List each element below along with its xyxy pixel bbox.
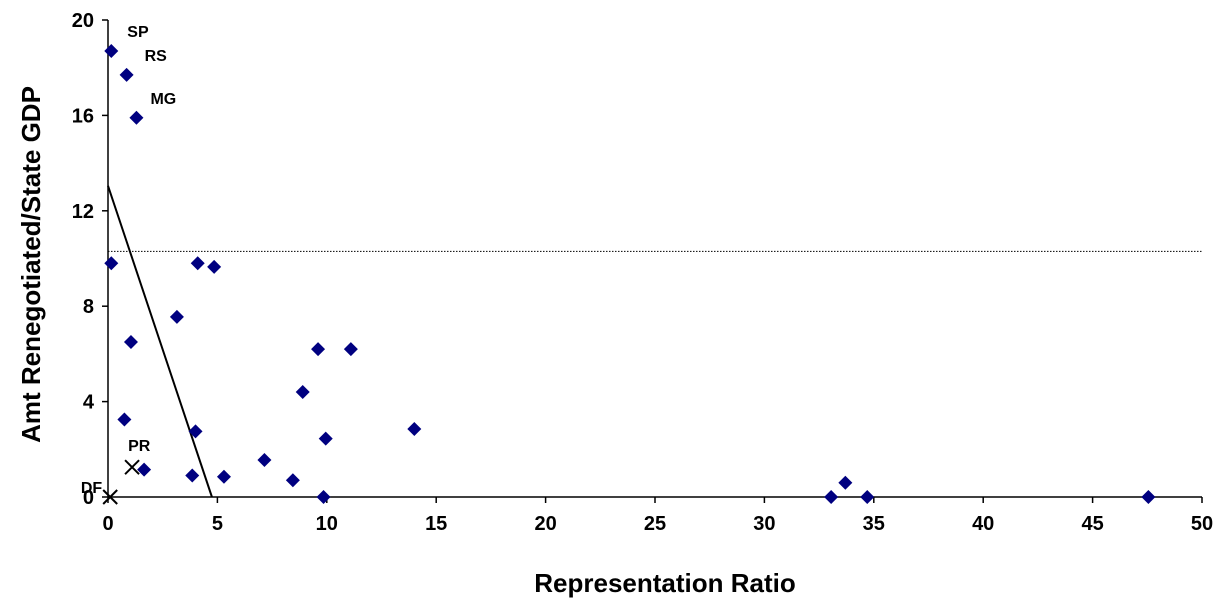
y-tick-label: 16 (72, 105, 94, 127)
data-point-diamond (295, 385, 310, 400)
data-point-diamond (119, 67, 134, 82)
data-point-diamond (257, 453, 272, 468)
point-label: MG (150, 91, 176, 108)
x-tick-label: 35 (863, 513, 885, 535)
data-point-diamond (185, 468, 200, 483)
y-axis-title: Amt Renegotiated/State GDP (16, 86, 46, 443)
point-label: PR (128, 438, 151, 455)
x-tick-label: 25 (644, 513, 666, 535)
data-point-diamond (407, 422, 422, 437)
x-tick-label: 0 (102, 513, 113, 535)
y-tick-label: 4 (83, 392, 95, 414)
data-point-diamond (824, 490, 839, 504)
data-point-diamond (216, 469, 231, 484)
data-point-diamond (838, 475, 853, 490)
x-tick-label: 20 (534, 513, 556, 535)
data-point-diamond (1141, 490, 1156, 504)
data-points (102, 44, 1156, 505)
data-point-diamond (318, 431, 333, 446)
y-tick-label: 20 (72, 10, 94, 32)
x-tick-label: 10 (316, 513, 338, 535)
y-tick-label: 0 (83, 487, 94, 509)
data-point-diamond (860, 490, 875, 504)
data-point-diamond (104, 44, 119, 59)
data-point-cross (102, 489, 118, 505)
data-point-diamond (285, 473, 300, 488)
data-point-diamond (104, 256, 119, 271)
y-tick-label: 12 (72, 201, 94, 223)
data-point-diamond (343, 342, 358, 357)
point-label: SP (127, 24, 149, 41)
data-point-diamond (207, 259, 222, 274)
data-point-diamond (311, 342, 326, 357)
data-point-diamond (169, 309, 184, 324)
cross-stroke (124, 459, 140, 475)
x-tick-label: 45 (1081, 513, 1103, 535)
point-label: RS (145, 48, 168, 65)
axes: 0 4 8 12 16 20 0 5 10 15 20 25 30 35 40 45 50 (72, 10, 1213, 535)
cross-stroke (102, 489, 118, 505)
data-point-cross (124, 459, 140, 475)
x-tick-label: 30 (753, 513, 775, 535)
data-point-diamond (190, 256, 205, 271)
point-label: DF (81, 480, 103, 497)
x-tick-label: 40 (972, 513, 994, 535)
y-tick-label: 8 (83, 296, 94, 318)
x-tick-label: 15 (425, 513, 447, 535)
data-point-diamond (117, 412, 132, 427)
trend-line (107, 185, 213, 498)
data-point-diamond (188, 424, 203, 439)
lines (107, 185, 1202, 498)
x-tick-label: 50 (1191, 513, 1213, 535)
data-point-diamond (137, 462, 152, 477)
data-point-diamond (316, 490, 331, 504)
data-point-diamond (123, 334, 138, 349)
x-axis-title: Representation Ratio (534, 568, 796, 598)
data-point-diamond (129, 110, 144, 125)
point-labels: SP RS MG DF PR (81, 24, 176, 497)
x-tick-label: 5 (212, 513, 223, 535)
